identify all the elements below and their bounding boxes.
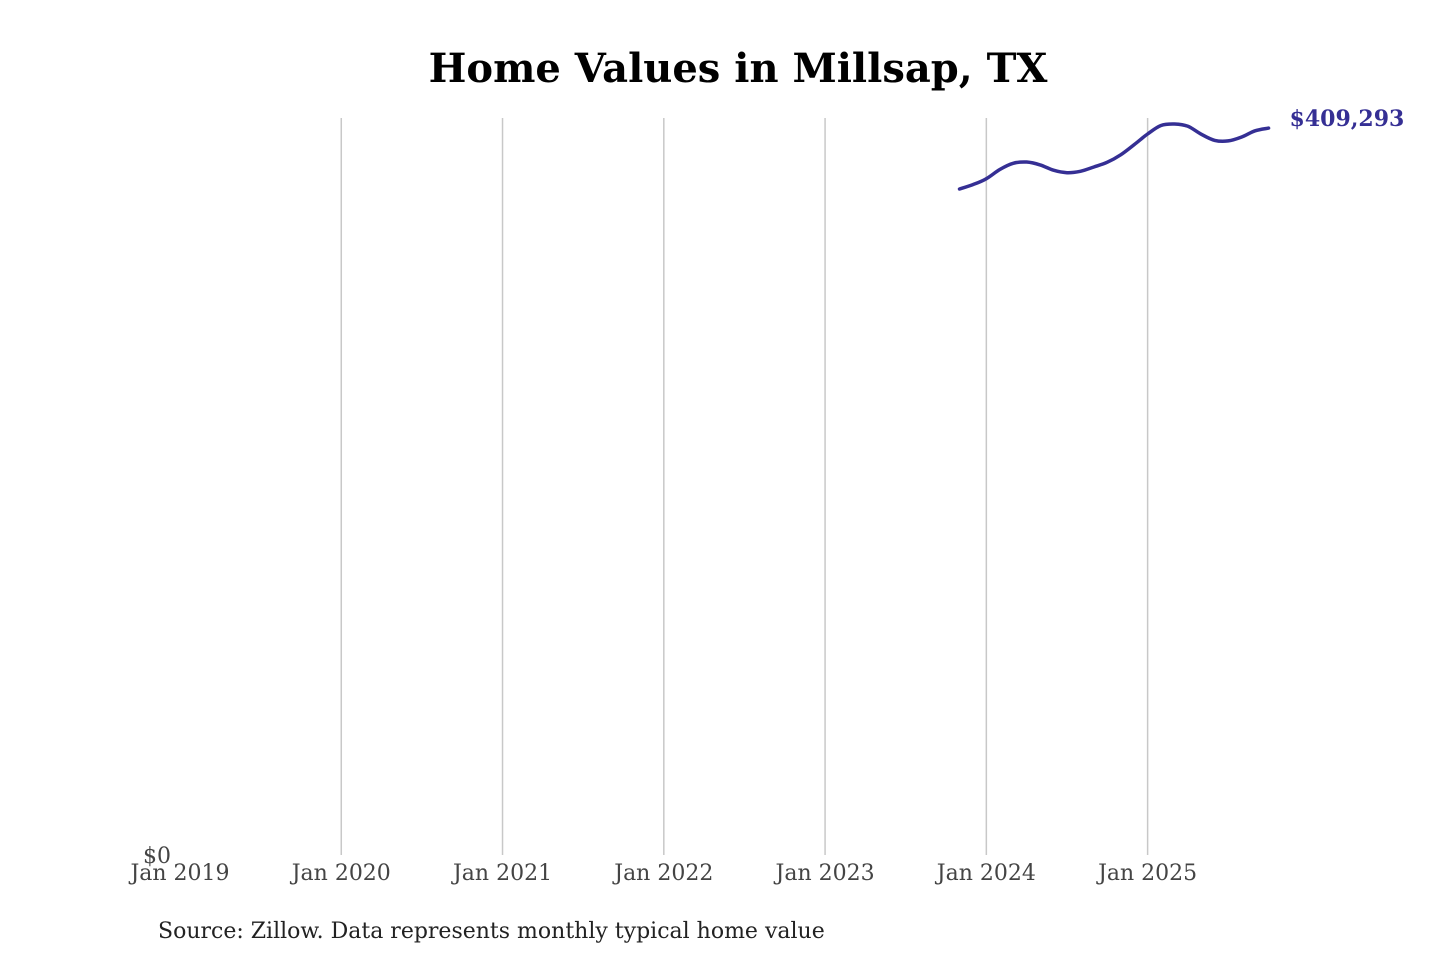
x-tick-label: Jan 2024 (935, 861, 1036, 886)
x-tick-label: Jan 2021 (451, 861, 552, 886)
series-group: $409,293 (957, 106, 1405, 191)
chart-title: Home Values in Millsap, TX (429, 45, 1048, 92)
x-tick-label: Jan 2022 (612, 861, 713, 886)
vertical-gridlines (340, 118, 1149, 855)
series-end-label: $409,293 (1290, 106, 1405, 132)
series-line (957, 122, 1271, 191)
x-tick-label: Jan 2023 (774, 861, 875, 886)
x-axis-tick-labels: Jan 2019 Jan 2020 Jan 2021 Jan 2022 Jan 2023… (128, 861, 1197, 886)
x-tick-label: Jan 2020 (290, 861, 391, 886)
y-tick-label: $0 (143, 844, 171, 869)
y-axis-tick-labels: $0 (143, 844, 171, 869)
x-tick-label: Jan 2019 (128, 861, 229, 886)
x-tick-label: Jan 2025 (1096, 861, 1197, 886)
source-note: Source: Zillow. Data represents monthly … (158, 919, 825, 944)
